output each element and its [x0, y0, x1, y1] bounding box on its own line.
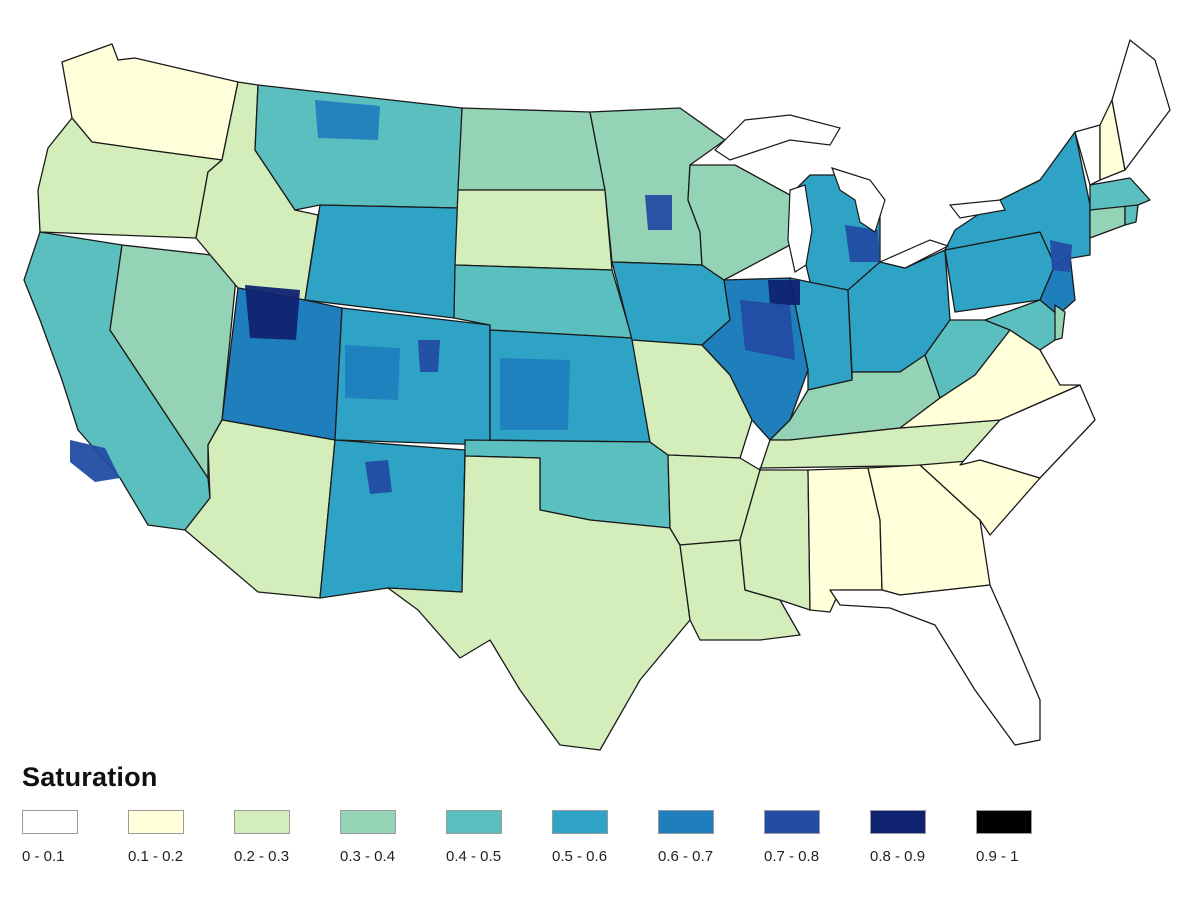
legend-title: Saturation — [22, 762, 158, 792]
state-delaware — [1054, 304, 1066, 341]
hotspot-western-kansas — [500, 358, 570, 430]
hotspot-northern-utah — [245, 285, 300, 340]
legend-item: 0.2 - 0.3 — [234, 810, 354, 880]
legend-swatch — [976, 810, 1032, 834]
legend-label: 0.9 - 1 — [976, 848, 1019, 865]
legend-swatch — [234, 810, 290, 834]
choropleth-map — [23, 39, 1171, 751]
legend-label: 0.2 - 0.3 — [234, 848, 290, 865]
state-north-dakota — [457, 107, 606, 191]
hotspot-central-illinois — [740, 300, 795, 360]
legend-item: 0.6 - 0.7 — [658, 810, 778, 880]
hotspot-northern-montana — [315, 100, 380, 140]
legend-swatch — [446, 810, 502, 834]
state-new-york — [944, 131, 1091, 266]
state-montana — [254, 84, 463, 211]
legend-item: 0.1 - 0.2 — [128, 810, 248, 880]
legend-swatch — [22, 810, 78, 834]
state-wyoming — [304, 204, 459, 319]
hotspot-minneapolis-area — [645, 195, 672, 230]
legend-swatch — [340, 810, 396, 834]
lake-huron — [831, 167, 886, 233]
legend-item: 0.5 - 0.6 — [552, 810, 672, 880]
legend-label: 0.3 - 0.4 — [340, 848, 396, 865]
legend-item: 0.8 - 0.9 — [870, 810, 990, 880]
hotspot-northwest-new-mexico — [365, 460, 392, 494]
lake-michigan — [787, 184, 813, 273]
hotspot-detroit-area — [845, 225, 880, 262]
hotspot-northern-new-jersey — [1050, 240, 1072, 272]
state-iowa — [611, 261, 731, 346]
state-maine — [1111, 39, 1171, 171]
hotspot-denver-area — [418, 340, 440, 372]
state-florida — [829, 584, 1041, 746]
lake-ontario — [948, 199, 1006, 219]
legend: 0 - 0.1 0.1 - 0.2 0.2 - 0.3 0.3 - 0.4 0.… — [22, 810, 1182, 880]
legend-label: 0 - 0.1 — [22, 848, 65, 865]
state-massachusetts — [1089, 177, 1151, 211]
legend-swatch — [870, 810, 926, 834]
legend-label: 0.5 - 0.6 — [552, 848, 608, 865]
legend-item: 0 - 0.1 — [22, 810, 142, 880]
legend-label: 0.4 - 0.5 — [446, 848, 502, 865]
state-texas — [387, 455, 691, 751]
legend-swatch — [764, 810, 820, 834]
legend-item: 0.4 - 0.5 — [446, 810, 566, 880]
state-new-mexico — [319, 439, 466, 599]
state-arizona — [184, 419, 336, 599]
state-south-dakota — [454, 189, 613, 271]
legend-item: 0.3 - 0.4 — [340, 810, 460, 880]
legend-swatch — [658, 810, 714, 834]
legend-label: 0.8 - 0.9 — [870, 848, 926, 865]
legend-swatch — [128, 810, 184, 834]
legend-swatch — [552, 810, 608, 834]
hotspot-western-colorado — [345, 345, 400, 400]
legend-item: 0.9 - 1 — [976, 810, 1096, 880]
lake-superior — [714, 114, 841, 161]
hotspot-los-angeles-area — [70, 440, 120, 482]
legend-label: 0.1 - 0.2 — [128, 848, 184, 865]
lake-erie — [878, 239, 950, 269]
legend-label: 0.6 - 0.7 — [658, 848, 714, 865]
state-rhode-island — [1124, 204, 1139, 226]
legend-label: 0.7 - 0.8 — [764, 848, 820, 865]
state-wisconsin — [687, 164, 791, 281]
legend-item: 0.7 - 0.8 — [764, 810, 884, 880]
hotspot-chicago-area — [768, 280, 800, 305]
